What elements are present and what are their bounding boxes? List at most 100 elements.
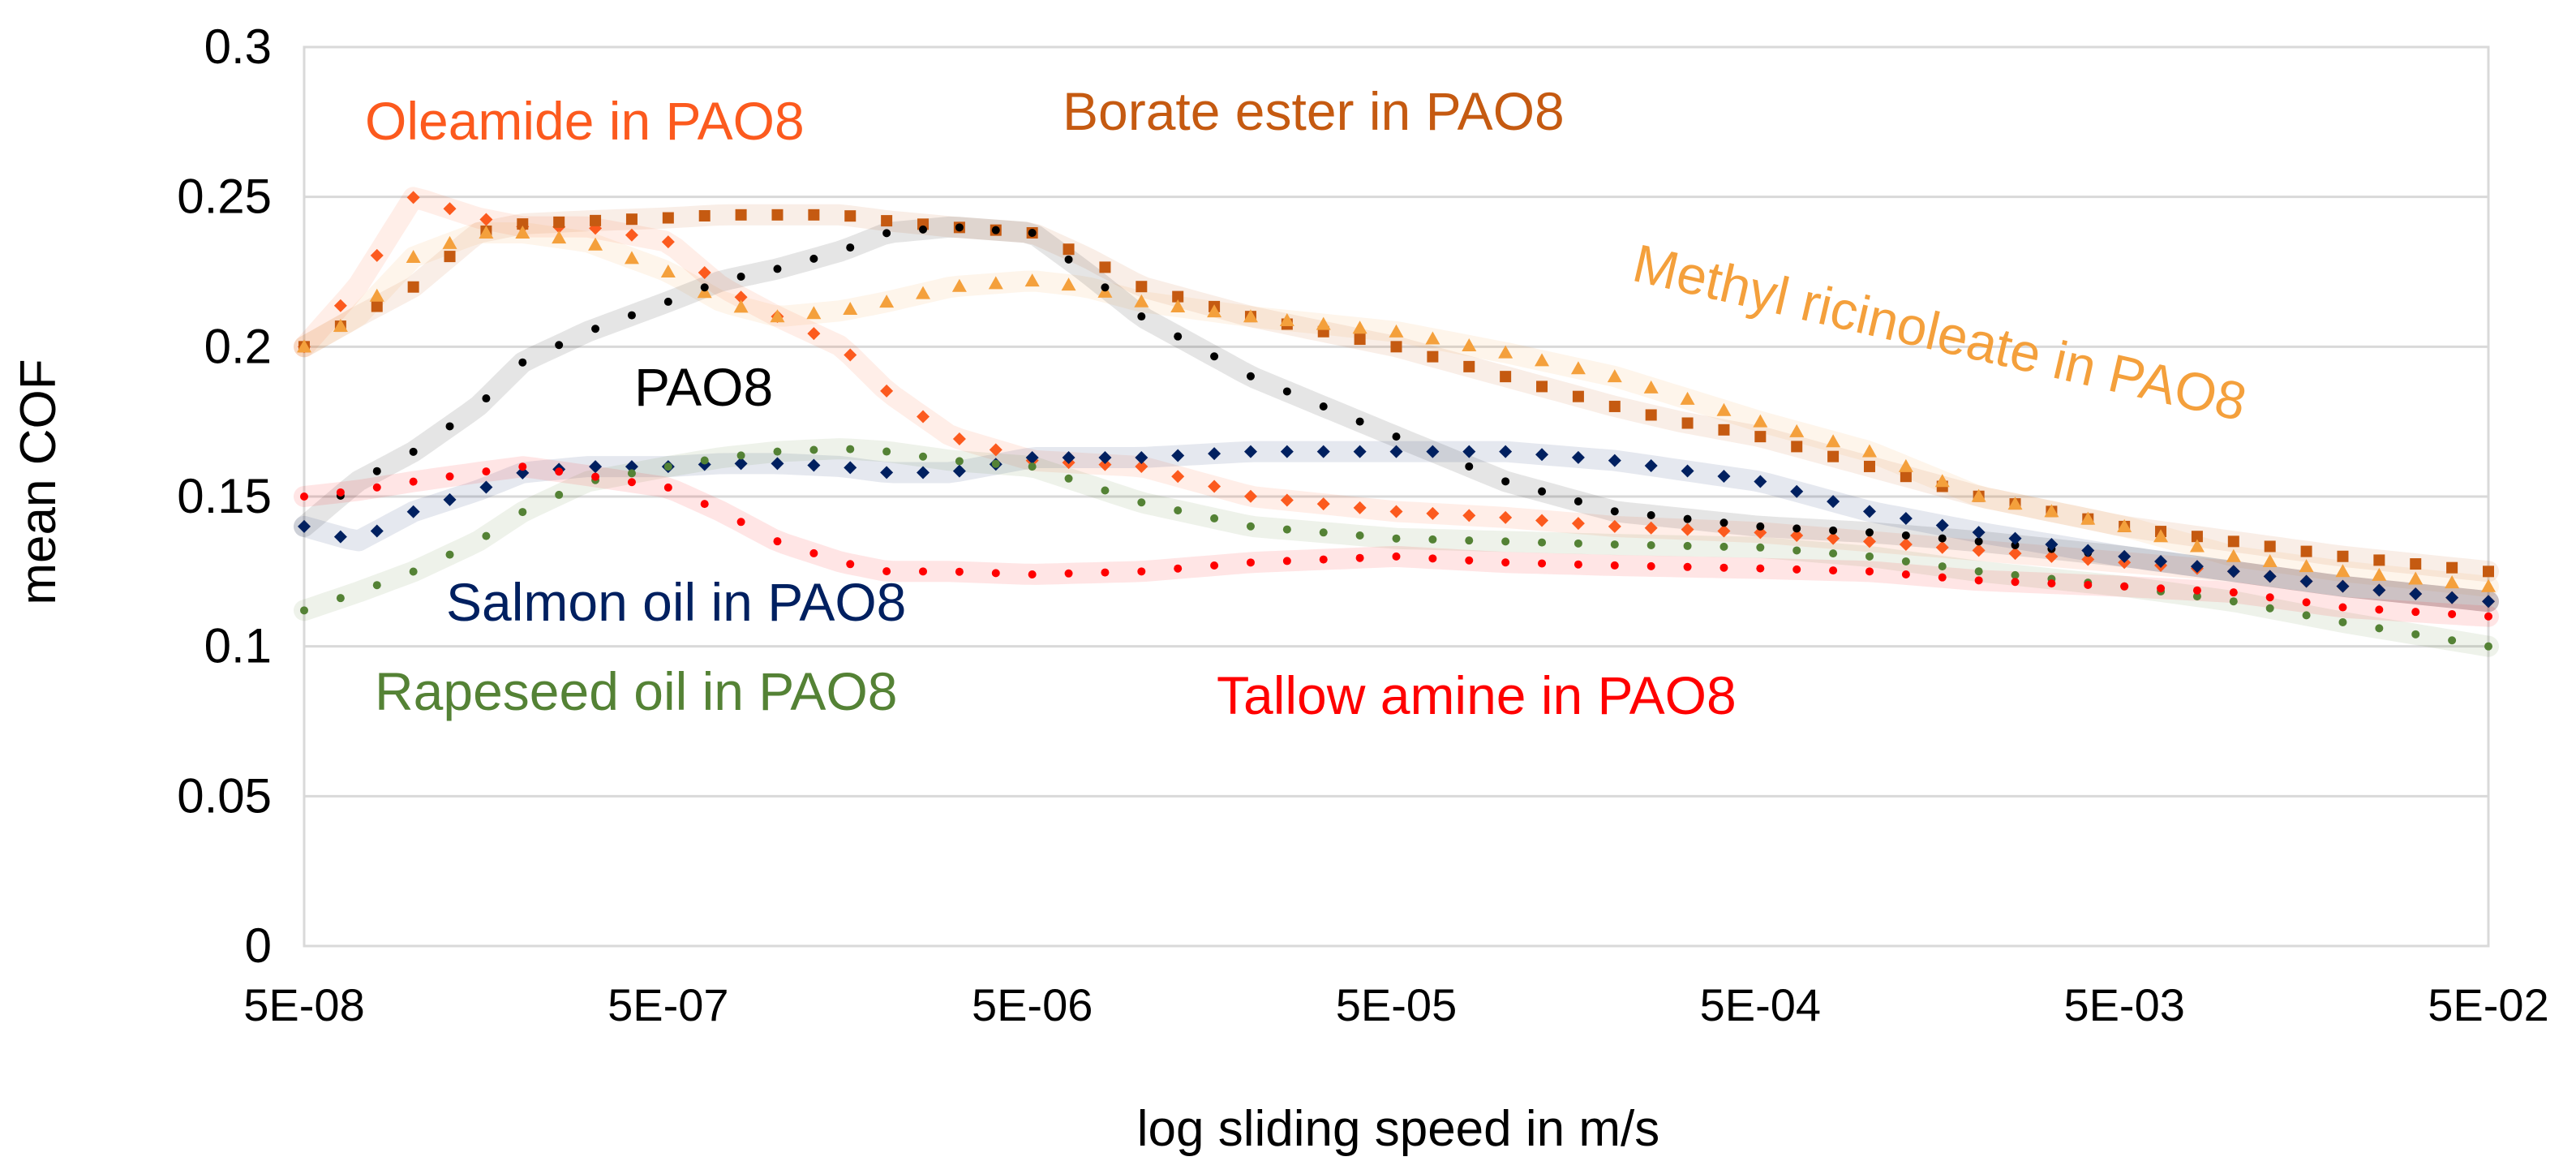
data-point (736, 451, 745, 460)
data-point (1098, 450, 1112, 464)
data-point (1536, 381, 1548, 393)
data-point (1462, 445, 1476, 458)
data-point (1756, 522, 1765, 531)
data-point (1865, 528, 1874, 537)
data-point (1174, 564, 1183, 573)
data-point (2044, 504, 2059, 518)
data-point (734, 290, 748, 304)
data-point (2448, 636, 2457, 645)
data-point (624, 251, 639, 264)
data-point (443, 202, 457, 216)
series-label: Tallow amine in PAO8 (1217, 665, 1737, 725)
data-point (1025, 450, 1039, 464)
data-point (1463, 360, 1475, 372)
data-point (1316, 497, 1330, 511)
data-point (2336, 579, 2350, 593)
data-point (1574, 497, 1582, 505)
data-point (1135, 450, 1148, 464)
data-point (1790, 484, 1804, 498)
data-point (482, 467, 491, 476)
data-point (844, 210, 857, 222)
data-point (1862, 535, 1876, 548)
data-point (2080, 511, 2096, 525)
data-point (1681, 522, 1694, 536)
data-point (882, 447, 891, 456)
data-point (736, 518, 745, 527)
data-point (1538, 559, 1547, 568)
data-point (2011, 578, 2020, 587)
data-point (1355, 531, 1364, 540)
data-point (1064, 255, 1073, 264)
data-point (1243, 445, 1257, 458)
data-point (627, 469, 636, 478)
data-point (2375, 605, 2384, 614)
data-point (773, 537, 782, 546)
y-tick-label: 0.15 (177, 469, 272, 523)
data-point (846, 560, 855, 569)
data-point (1134, 294, 1149, 307)
data-point (955, 567, 964, 576)
data-point (919, 567, 928, 576)
data-point (1974, 537, 1983, 546)
x-tick-label: 5E-06 (972, 979, 1093, 1030)
data-point (479, 225, 494, 239)
data-point (1316, 445, 1330, 458)
data-point (518, 508, 527, 517)
data-point (661, 235, 675, 249)
data-point (1571, 450, 1585, 464)
data-point (1610, 540, 1619, 549)
data-point (1862, 505, 1876, 518)
data-point (1756, 564, 1765, 573)
data-point (552, 230, 567, 244)
data-point (955, 457, 964, 466)
data-point (2411, 608, 2420, 617)
data-point (1974, 576, 1983, 585)
data-point (733, 299, 749, 313)
y-tick-label: 0.25 (177, 170, 272, 224)
data-point (409, 477, 418, 486)
data-point (2227, 535, 2239, 548)
data-point (1792, 565, 1801, 574)
data-point (1099, 261, 1111, 273)
data-point (1392, 534, 1401, 543)
x-tick-label: 5E-07 (608, 979, 728, 1030)
data-point (1170, 299, 1186, 313)
data-point (1392, 552, 1401, 561)
data-point (955, 223, 964, 232)
data-point (1574, 560, 1582, 569)
data-point (1028, 228, 1037, 237)
data-point (370, 248, 384, 262)
data-point (2446, 561, 2458, 574)
data-point (518, 358, 527, 367)
data-point (2299, 574, 2313, 588)
data-point (1389, 445, 1403, 458)
data-point (1028, 570, 1037, 579)
data-point (442, 235, 457, 249)
x-tick-label: 5E-05 (1336, 979, 1457, 1030)
data-point (1428, 554, 1437, 563)
data-point (2011, 540, 2020, 549)
data-point (2007, 497, 2023, 510)
data-point (1829, 526, 1838, 535)
data-point (1717, 470, 1731, 484)
data-point (2375, 624, 2384, 633)
data-point (479, 480, 493, 494)
data-point (1500, 371, 1512, 383)
data-point (809, 445, 818, 454)
data-point (1174, 506, 1183, 515)
data-point (1681, 417, 1694, 429)
data-point (2263, 570, 2277, 583)
data-point (2335, 564, 2351, 578)
data-point (2484, 642, 2492, 651)
data-point (1137, 567, 1146, 576)
data-point (1901, 531, 1910, 540)
y-tick-label: 0.3 (204, 19, 272, 74)
data-point (1535, 448, 1549, 462)
data-point (1938, 562, 1947, 571)
data-point (989, 443, 1002, 457)
data-point (445, 550, 454, 559)
data-point (1719, 542, 1728, 551)
data-point (1136, 281, 1148, 293)
data-point (1899, 511, 1913, 525)
data-point (2191, 531, 2203, 543)
